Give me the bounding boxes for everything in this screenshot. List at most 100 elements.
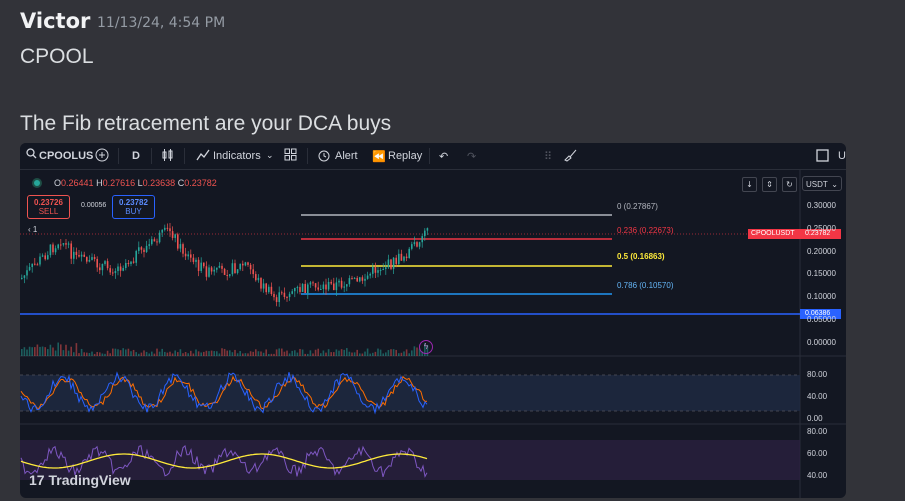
candle-body <box>96 259 98 268</box>
candle-body <box>278 292 280 303</box>
redo-icon[interactable]: ↷ <box>467 151 477 163</box>
candle-body <box>140 247 143 250</box>
volume-bar <box>242 353 244 356</box>
volume-bar <box>385 352 387 356</box>
replay-button[interactable]: Replay <box>388 150 423 162</box>
volume-bar <box>62 350 65 356</box>
volume-bar <box>112 348 114 356</box>
candle-body <box>333 283 335 291</box>
legend-collapse-icon[interactable]: ‹ 1 <box>28 225 38 234</box>
candle-body <box>49 244 52 256</box>
price-chart[interactable] <box>20 169 846 498</box>
volume-bar <box>234 349 236 356</box>
indicators-icon[interactable] <box>196 148 210 165</box>
alert-button[interactable]: Alert <box>335 150 358 162</box>
fib-level-0236: 0.236 (0.22673) <box>617 226 674 235</box>
fib-level-0786: 0.786 (0.10570) <box>617 281 674 290</box>
candle-body <box>234 263 236 273</box>
volume-bar <box>398 353 400 356</box>
candle-body <box>265 283 267 293</box>
rewind-icon[interactable]: ⏪ <box>372 151 386 163</box>
sell-label: SELL <box>38 207 59 216</box>
volume-bar <box>408 353 410 356</box>
candle-body <box>413 242 416 245</box>
refresh-icon[interactable]: ↻ <box>782 177 797 192</box>
candle-body <box>426 228 429 231</box>
buy-button[interactable]: 0.23782 BUY <box>112 195 155 219</box>
volume-bar <box>221 348 223 356</box>
scale-down-icon[interactable]: ↓ <box>742 177 757 192</box>
volume-bar <box>161 348 163 356</box>
volume-bar <box>153 353 156 356</box>
tradingview-logo-icon: 17 <box>29 472 45 488</box>
candle-body <box>119 266 122 271</box>
candle-body <box>231 263 234 275</box>
layouts-icon[interactable] <box>284 148 297 164</box>
candle-body <box>356 277 358 282</box>
volume-bar <box>151 351 153 356</box>
undo-icon[interactable]: ↶ <box>439 151 449 163</box>
volume-bar <box>187 353 189 356</box>
candles-icon[interactable] <box>161 148 175 165</box>
volume-bar <box>88 353 91 356</box>
drag-handle-icon[interactable]: ⠿ <box>544 151 553 163</box>
tradingview-logo[interactable]: 17 TradingView <box>29 472 131 488</box>
candle-body <box>184 253 187 257</box>
price-axis-label: 0.15000 <box>807 269 836 278</box>
open-label: O <box>54 178 62 188</box>
indicators-button[interactable]: Indicators <box>213 150 261 162</box>
rsi-axis-label: 80.00 <box>807 370 828 379</box>
candle-body <box>210 267 213 272</box>
chart-toolbar: CPOOLUS D Indicators ⌄ Alert ⏪ Replay ↶ … <box>20 143 846 170</box>
volume-bar <box>322 350 325 356</box>
interval-button[interactable]: D <box>132 150 140 162</box>
osc-band <box>20 440 800 480</box>
volume-bar <box>67 350 70 356</box>
volume-bar <box>21 348 23 356</box>
candle-body <box>171 231 174 238</box>
volume-bar <box>411 350 413 356</box>
message-author[interactable]: Victor <box>20 9 91 33</box>
alarm-clock-icon[interactable] <box>317 148 331 165</box>
candle-body <box>187 254 189 257</box>
volume-bar <box>73 352 75 356</box>
volume-bar <box>403 351 405 356</box>
volume-bar <box>80 348 83 356</box>
osc-line <box>20 444 428 478</box>
sell-button[interactable]: 0.23726 SELL <box>27 195 70 219</box>
fullscreen-icon[interactable] <box>816 149 829 165</box>
volume-bar <box>291 350 293 356</box>
brush-icon[interactable] <box>562 147 578 166</box>
volume-bar <box>109 353 111 356</box>
volume-bar <box>361 353 364 356</box>
osc-signal-line <box>20 453 428 469</box>
volume-bar <box>340 349 343 356</box>
candle-body <box>283 292 286 297</box>
candle-body <box>291 291 293 294</box>
candle-body <box>34 263 36 265</box>
candle-body <box>398 253 400 265</box>
volume-bar <box>309 350 312 356</box>
price-axis-label: 0.10000 <box>807 292 836 301</box>
low-label: L <box>137 178 143 188</box>
symbol-search[interactable]: CPOOLUS <box>39 150 94 162</box>
candle-body <box>192 257 195 262</box>
search-icon[interactable] <box>26 148 37 162</box>
candle-body <box>60 244 62 246</box>
volume-bar <box>379 349 382 356</box>
volume-bar <box>190 350 192 356</box>
volume-bar <box>400 352 403 356</box>
currency-select[interactable]: USDT ⌄ <box>802 176 842 191</box>
volume-bar <box>338 350 340 356</box>
compare-plus-icon[interactable] <box>95 148 109 165</box>
candle-body <box>307 284 309 293</box>
collapse-icon[interactable]: ⇕ <box>762 177 777 192</box>
toolbar-cut-text: U <box>838 150 846 162</box>
chevron-down-icon[interactable]: ⌄ <box>266 150 274 160</box>
chart-image[interactable]: CPOOLUS D Indicators ⌄ Alert ⏪ Replay ↶ … <box>20 143 846 498</box>
spread-value: 0.00056 <box>81 202 107 209</box>
lightning-icon[interactable]: ϟ <box>419 340 433 354</box>
volume-bar <box>312 353 314 356</box>
volume-bar <box>382 353 384 356</box>
candle-body <box>226 275 228 277</box>
